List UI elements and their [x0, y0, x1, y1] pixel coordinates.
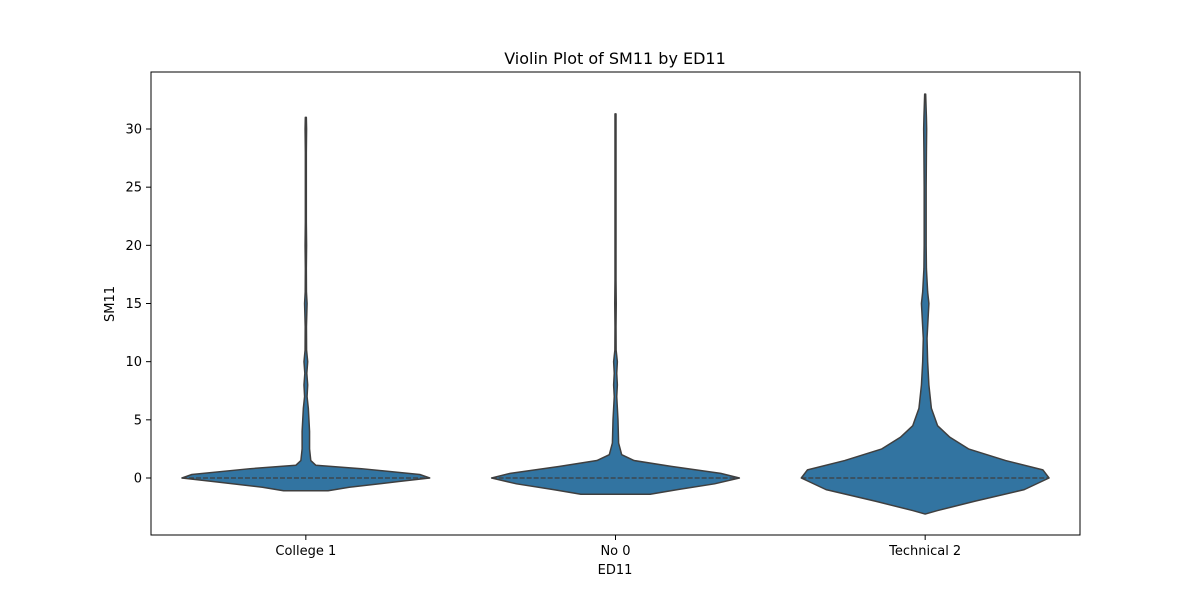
x-tick-label: Technical 2: [888, 544, 961, 559]
y-tick-label: 0: [134, 471, 142, 486]
y-axis-label: SM11: [103, 286, 118, 322]
violin-body: [490, 113, 741, 496]
y-tick-label: 25: [125, 181, 142, 196]
y-tick-label: 20: [125, 239, 142, 254]
axes-layer: 0 5 10 15 20 25 30 College 1 No 0 Technical 2: [125, 71, 1081, 559]
violin-body: [181, 116, 431, 492]
violins-layer: [181, 93, 1050, 515]
y-tick-label: 30: [125, 123, 142, 138]
y-tick-label: 5: [134, 413, 142, 428]
x-tick-label: College 1: [275, 544, 336, 559]
y-tick-label: 10: [125, 355, 142, 370]
violin-body: [800, 93, 1050, 515]
y-tick-label: 15: [125, 297, 142, 312]
x-axis-label: ED11: [598, 563, 633, 578]
chart-title: Violin Plot of SM11 by ED11: [504, 49, 726, 68]
x-tick-label: No 0: [600, 544, 630, 559]
